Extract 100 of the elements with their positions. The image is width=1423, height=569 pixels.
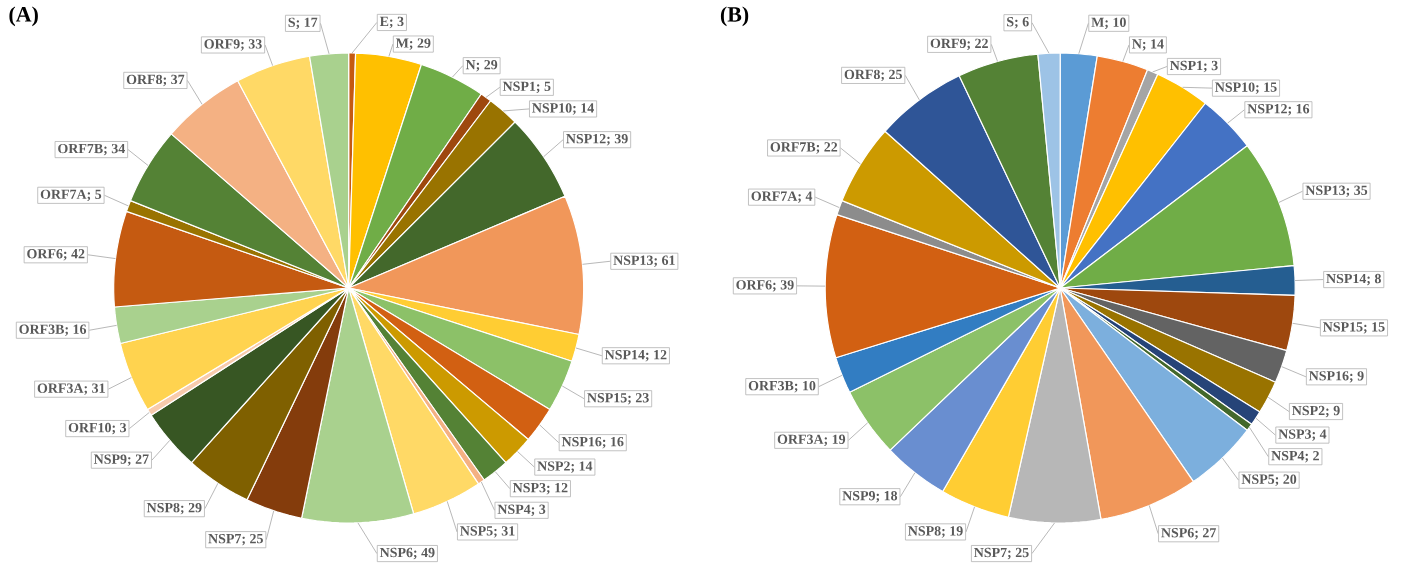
slice-label: NSP15 [587, 393, 627, 403]
data-label: ; 9 [1349, 371, 1364, 383]
slice-label: ORF3B [748, 381, 794, 391]
slice-label: E [379, 16, 389, 26]
slice-label: NSP7 [974, 547, 1007, 558]
data-label: ; 31 [493, 526, 515, 538]
slice-label: M [395, 38, 409, 48]
data-label: ; 27 [127, 454, 149, 466]
slice-label: ORF8 [844, 69, 880, 80]
slice-label: ORF9 [204, 39, 240, 49]
data-label: ; 25 [242, 534, 263, 546]
data-label: ; 19 [941, 526, 963, 538]
data-label: ; 12 [546, 483, 568, 495]
slice-label: NSP16 [1308, 371, 1349, 381]
data-label: ; 29 [180, 503, 202, 515]
data-label: ; 16 [602, 437, 624, 449]
slice-label: ORF6 [736, 280, 772, 290]
chart-title: (B) [720, 6, 749, 27]
slice-label: NSP8 [146, 502, 180, 513]
data-label: ; 22 [967, 38, 988, 51]
slice-label: NSP3 [512, 483, 546, 493]
slice-label: NSP4 [1271, 451, 1305, 461]
data-label: ; 14 [571, 461, 593, 473]
slice-label: ORF7B [58, 143, 103, 154]
data-label: ; 17 [296, 17, 318, 30]
data-label: ; 33 [240, 39, 262, 51]
slice-label: NSP13 [613, 255, 653, 265]
slice-label: S [1007, 17, 1014, 27]
slice-label: S [288, 17, 295, 27]
data-label: ; 10 [1105, 17, 1126, 29]
data-label: ; 15 [1363, 322, 1385, 334]
data-label: ; 22 [816, 142, 838, 154]
data-label: ; 18 [876, 490, 898, 503]
slice-label: NSP1 [1170, 60, 1203, 71]
slice-label: NSP10 [1215, 82, 1255, 92]
data-label: ; 42 [63, 249, 85, 261]
slice-label: ORF3A [37, 383, 84, 393]
slice-label: ORF7A [40, 189, 87, 199]
data-label: ; 23 [627, 393, 649, 405]
data-label: ; 12 [645, 350, 667, 362]
slice-label: NSP7 [208, 534, 242, 544]
slice-label: NSP2 [537, 461, 570, 471]
data-label: ; 34 [103, 143, 125, 156]
data-label: ; 3 [112, 422, 127, 435]
data-label: ; 3 [1203, 60, 1218, 73]
slice-label: NSP6 [379, 547, 413, 558]
data-label: ; 61 [654, 255, 675, 267]
slice-label: NSP4 [497, 504, 531, 514]
slice-label: NSP9 [842, 491, 875, 501]
chart-title: (A) [9, 6, 38, 27]
slice-label: ORF7A [751, 191, 798, 201]
slice-label: NSP10 [532, 103, 572, 113]
slice-label: ORF7B [770, 142, 816, 152]
data-label: ; 19 [824, 434, 846, 446]
slice-label: NSP12 [566, 134, 606, 144]
slice-label: N [465, 60, 476, 70]
data-label: ; 5 [87, 189, 102, 202]
data-label: ; 9 [1325, 405, 1340, 418]
data-label: ; 15 [1255, 82, 1277, 94]
slice-label: NSP5 [460, 526, 493, 536]
slice-label: NSP14 [1326, 273, 1367, 284]
data-label: ; 49 [413, 547, 435, 560]
slice-label: NSP16 [561, 437, 602, 447]
data-label: ; 29 [476, 60, 498, 72]
slice-label: NSP8 [908, 526, 941, 536]
slice-label: NSP3 [1278, 429, 1312, 439]
slice-label: NSP1 [502, 81, 536, 91]
slice-label: ORF8 [126, 74, 163, 85]
data-label: ; 35 [1346, 185, 1368, 197]
slice-label: NSP12 [1247, 104, 1287, 114]
slice-label: NSP9 [93, 454, 127, 464]
data-label: ; 25 [1007, 547, 1029, 560]
slice-label: N [1132, 39, 1142, 49]
data-label: ; 3 [389, 16, 404, 29]
data-label: ; 4 [798, 191, 813, 203]
slice-label: NSP13 [1305, 185, 1346, 195]
data-label: ; 2 [1305, 451, 1319, 463]
data-label: ; 4 [1312, 429, 1327, 441]
slice-label: ORF6 [27, 249, 63, 259]
data-label: ; 3 [531, 504, 546, 516]
slice-label: NSP5 [1241, 474, 1275, 484]
data-label: ; 14 [1142, 39, 1164, 51]
slice-label: ORF10 [68, 422, 111, 433]
data-label: ; 20 [1275, 474, 1297, 486]
data-label: ; 29 [409, 38, 431, 50]
data-label: ; 39 [772, 280, 794, 292]
slice-label: NSP14 [604, 350, 645, 360]
data-label: ; 25 [881, 69, 902, 82]
slice-label: NSP15 [1323, 322, 1363, 332]
slice-label: NSP2 [1292, 405, 1325, 416]
data-label: ; 14 [572, 103, 594, 115]
slice-label: ORF3A [777, 434, 824, 444]
data-label: ; 8 [1367, 273, 1381, 286]
data-label: ; 10 [794, 380, 816, 393]
data-label: ; 39 [606, 134, 628, 146]
slice-label: M [1091, 17, 1104, 27]
data-label: ; 5 [536, 81, 551, 93]
slice-label: ORF3B [19, 324, 65, 334]
slice-label: NSP6 [1161, 528, 1194, 538]
slice-label: ORF9 [930, 38, 966, 49]
